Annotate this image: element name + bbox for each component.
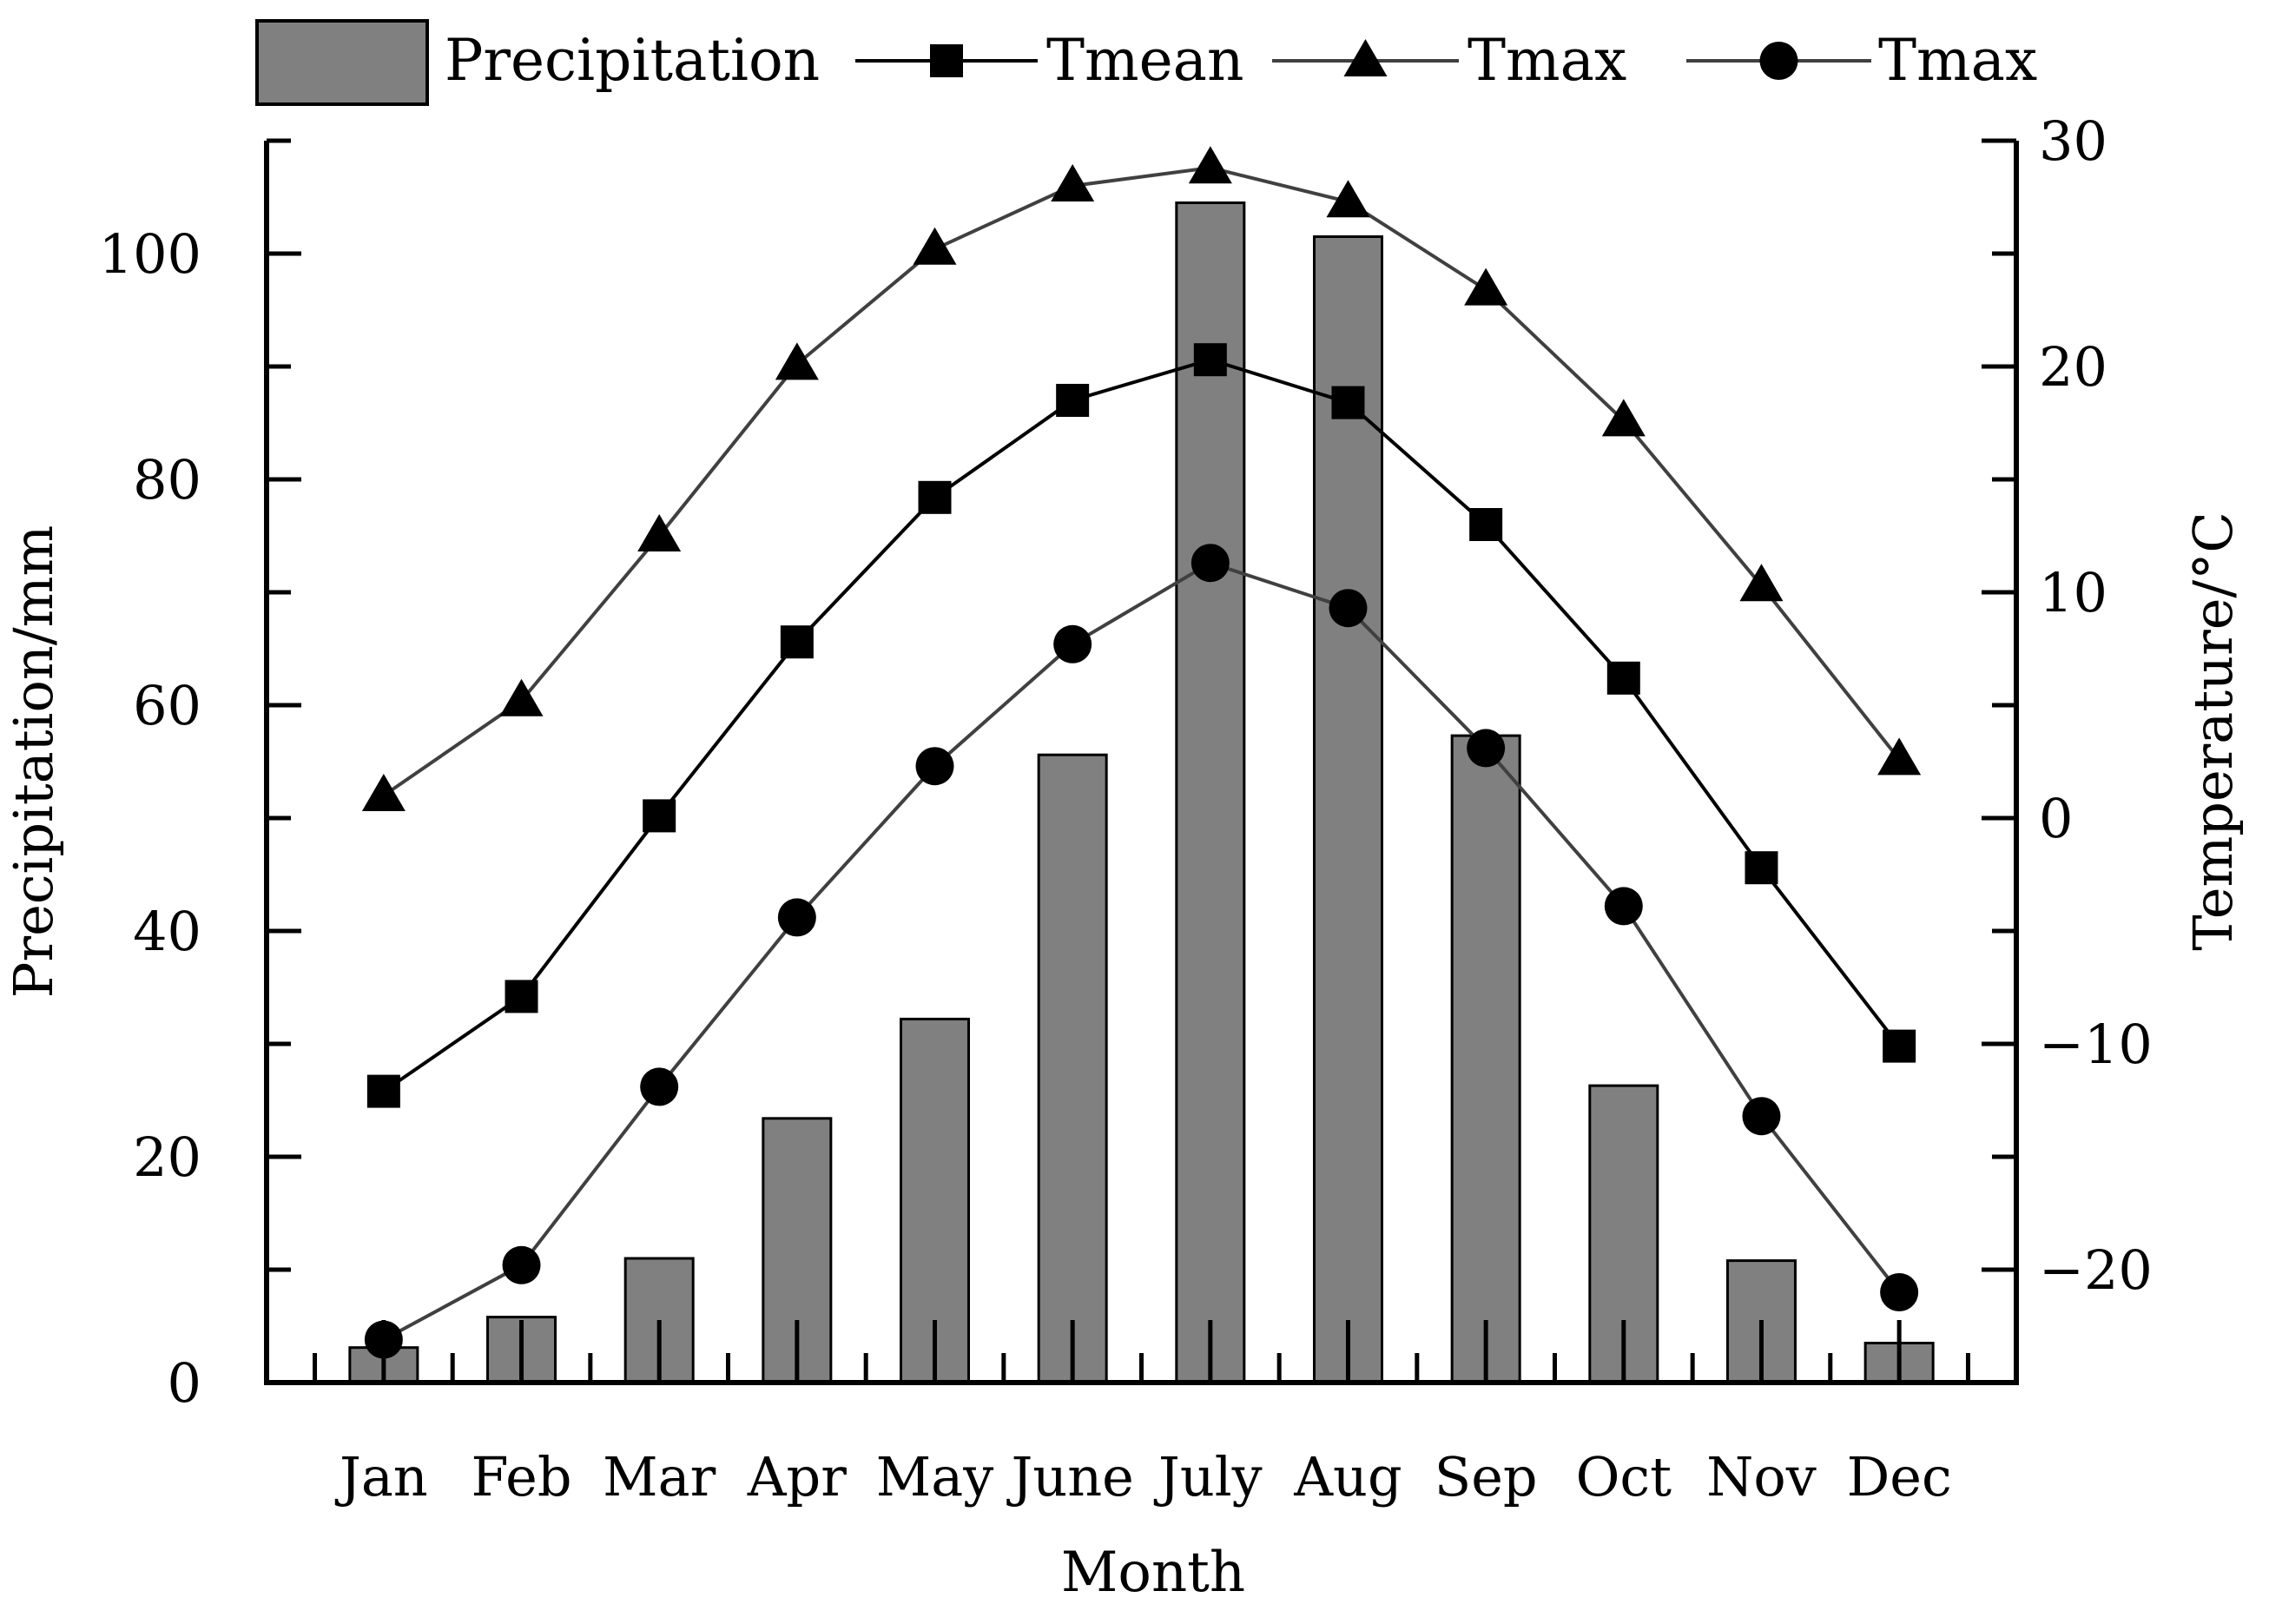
precipitation-bars xyxy=(348,201,1935,1384)
series-point-square xyxy=(505,980,538,1013)
axis-labels: Precipitation/mm Temperature/°C Month xyxy=(2,512,2245,1605)
series-point-circle xyxy=(777,898,816,937)
y2-axis-title: Temperature/°C xyxy=(2181,512,2245,951)
legend-precipitation-swatch xyxy=(255,19,429,106)
series-point-square xyxy=(1469,508,1503,541)
series-point-triangle xyxy=(1601,399,1646,437)
series-point-circle xyxy=(502,1245,541,1284)
series-point-square xyxy=(643,799,676,833)
y2-tick-label: 0 xyxy=(2039,787,2073,850)
series-point-circle xyxy=(640,1067,679,1106)
series-point-triangle xyxy=(1051,164,1095,201)
temperature-lines xyxy=(361,146,1922,1359)
y2-tick-label: 20 xyxy=(2039,335,2107,399)
y-tick-label: 80 xyxy=(133,448,201,512)
y2-tick-label: 10 xyxy=(2039,561,2107,624)
series-point-circle xyxy=(1329,589,1368,628)
legend-label: Precipitation xyxy=(445,27,820,94)
y2-tick-label: 30 xyxy=(2039,109,2107,173)
x-tick-label: Sep xyxy=(1435,1445,1538,1508)
series-point-triangle xyxy=(775,342,819,380)
series-point-triangle xyxy=(1188,146,1232,184)
series-line-square xyxy=(382,358,1901,1093)
x-tick-label: Feb xyxy=(472,1445,572,1508)
series-point-circle xyxy=(1604,887,1643,926)
precipitation-bar xyxy=(1312,235,1383,1384)
series-point-triangle xyxy=(1739,564,1784,602)
series-point-square xyxy=(366,1074,400,1108)
series-point-triangle xyxy=(361,774,406,811)
series-line-triangle xyxy=(382,166,1901,797)
y-tick-label: 20 xyxy=(133,1126,201,1189)
x-axis-title: Month xyxy=(1061,1541,1245,1605)
x-tick-label: Dec xyxy=(1847,1445,1952,1508)
series-point-square xyxy=(1056,384,1090,417)
y-tick-label: 40 xyxy=(133,900,201,963)
axis-ticks: Jan Feb Mar Apr May June July Aug Sep Oct Nov Dec 0 2… xyxy=(99,109,2153,1508)
series-point-square xyxy=(918,480,952,514)
y2-tick-label: −10 xyxy=(2039,1013,2153,1076)
series-line-circle xyxy=(382,561,1901,1342)
series-point-triangle xyxy=(1326,180,1370,218)
x-tick-label: Oct xyxy=(1576,1445,1672,1508)
series-point-circle xyxy=(1191,544,1230,583)
x-tick-label: Nov xyxy=(1706,1445,1817,1508)
series-point-square xyxy=(1193,343,1227,377)
legend-label: Tmax xyxy=(1468,27,1626,94)
legend: Precipitation Tmean Tmax Tmax xyxy=(255,19,2037,106)
series-point-square xyxy=(1331,386,1365,419)
legend-marker-circle xyxy=(1759,42,1798,80)
series-point-square xyxy=(780,625,814,659)
series-point-triangle xyxy=(913,227,957,265)
y-tick-label: 100 xyxy=(99,222,201,286)
series-point-circle xyxy=(915,747,954,786)
legend-marker-square xyxy=(930,44,963,77)
x-tick-label: July xyxy=(1153,1445,1263,1508)
x-tick-label: Mar xyxy=(603,1445,716,1508)
x-tick-label: May xyxy=(876,1445,993,1508)
series-point-triangle xyxy=(499,678,544,716)
series-point-square xyxy=(1883,1029,1916,1063)
legend-label: Tmean xyxy=(1046,27,1244,94)
series-point-circle xyxy=(1742,1097,1781,1136)
y-axis-title: Precipitation/mm xyxy=(2,525,65,998)
precipitation-bar xyxy=(1450,734,1521,1384)
series-point-circle xyxy=(1880,1273,1919,1311)
legend-marker-triangle xyxy=(1343,39,1388,76)
series-point-square xyxy=(1606,661,1640,695)
series-point-triangle xyxy=(1877,737,1922,776)
x-tick-label: Aug xyxy=(1293,1445,1402,1508)
y-tick-label: 0 xyxy=(168,1351,201,1415)
x-tick-label: June xyxy=(1006,1445,1133,1508)
precipitation-bar xyxy=(1175,201,1246,1384)
series-point-circle xyxy=(1053,624,1092,663)
axes xyxy=(264,141,2019,1385)
series-point-triangle xyxy=(637,514,682,551)
series-point-triangle xyxy=(1464,267,1508,306)
x-tick-label: Apr xyxy=(747,1445,847,1508)
legend-label: Tmax xyxy=(1878,27,2037,94)
series-point-square xyxy=(1745,851,1778,885)
y-tick-label: 60 xyxy=(133,674,201,737)
precipitation-bar xyxy=(1037,753,1108,1384)
x-tick-label: Jan xyxy=(334,1445,428,1508)
y2-tick-label: −20 xyxy=(2039,1238,2153,1302)
series-point-circle xyxy=(1467,729,1506,768)
